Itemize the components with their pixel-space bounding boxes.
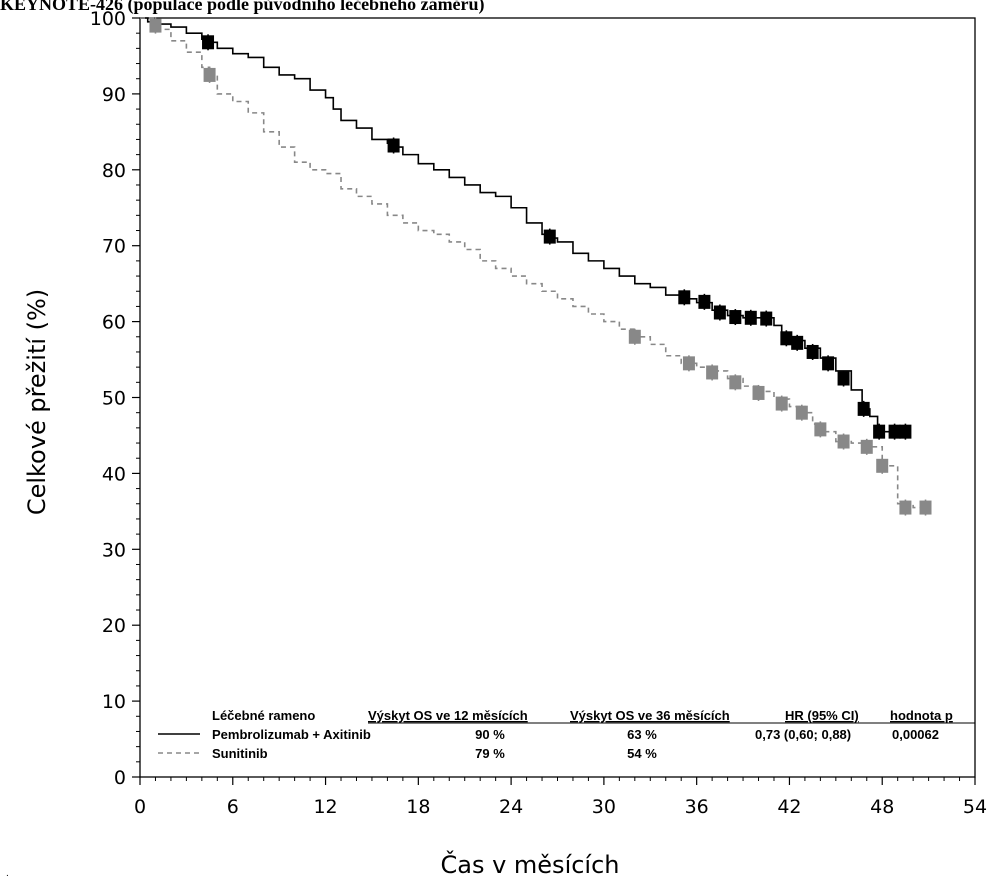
x-tick-label: 36 bbox=[685, 796, 709, 818]
legend-os12: 79 % bbox=[475, 746, 505, 761]
x-tick-label: 48 bbox=[870, 796, 894, 818]
censor-block bbox=[203, 67, 216, 82]
legend-row-label: Pembrolizumab + Axitinib bbox=[212, 727, 371, 742]
legend-row-label: Sunitinib bbox=[212, 746, 268, 761]
legend-table: Léčebné rameno Výskyt OS ve 12 měsících Vý… bbox=[158, 708, 975, 761]
censor-block bbox=[791, 335, 804, 350]
censor-block bbox=[729, 310, 742, 325]
x-tick-label: 0 bbox=[134, 796, 146, 818]
x-tick-label: 54 bbox=[963, 796, 987, 818]
censor-block bbox=[857, 401, 870, 416]
censor-marks bbox=[149, 17, 932, 516]
censor-block bbox=[682, 356, 695, 371]
censor-block bbox=[387, 138, 400, 153]
censor-block bbox=[795, 405, 808, 420]
y-tick-label: 50 bbox=[102, 388, 126, 410]
censor-block bbox=[706, 365, 719, 380]
x-tick-label: 30 bbox=[592, 796, 616, 818]
y-tick-label: 0 bbox=[114, 767, 126, 789]
x-tick-label: 24 bbox=[499, 796, 523, 818]
y-tick-label: 40 bbox=[102, 463, 126, 485]
censor-block bbox=[919, 500, 932, 515]
legend-os12: 90 % bbox=[475, 727, 505, 742]
censor-block bbox=[899, 500, 912, 515]
y-axis-title: Celkové přežití (%) bbox=[23, 289, 51, 515]
censor-block bbox=[860, 439, 873, 454]
censor-block bbox=[806, 344, 819, 359]
censor-block bbox=[775, 396, 788, 411]
y-tick-label: 20 bbox=[102, 615, 126, 637]
legend-os36: 54 % bbox=[627, 746, 657, 761]
legend-header: hodnota p bbox=[890, 708, 953, 723]
figure-title: KEYNOTE-426 (populace podle původního lé… bbox=[0, 0, 485, 14]
x-tick-label: 18 bbox=[406, 796, 430, 818]
censor-block bbox=[814, 422, 827, 437]
y-axis: 0 10 20 30 40 50 60 70 80 90 100 bbox=[90, 8, 140, 789]
y-tick-label: 90 bbox=[102, 84, 126, 106]
censor-block bbox=[543, 229, 556, 244]
x-axis-title: Čas v měsících bbox=[440, 849, 619, 879]
censor-block bbox=[780, 331, 793, 346]
censor-block bbox=[899, 424, 912, 439]
x-tick-label: 6 bbox=[227, 796, 239, 818]
y-tick-label: 70 bbox=[102, 236, 126, 258]
legend-header: Výskyt OS ve 12 měsících bbox=[368, 708, 528, 723]
censor-block bbox=[752, 385, 765, 400]
x-tick-label: 42 bbox=[777, 796, 801, 818]
censor-block bbox=[888, 424, 901, 439]
censor-block bbox=[837, 434, 850, 449]
legend-header: Léčebné rameno bbox=[212, 708, 315, 723]
x-tick-label: 12 bbox=[313, 796, 337, 818]
legend-header: HR (95% CI) bbox=[785, 708, 859, 723]
y-tick-label: 30 bbox=[102, 539, 126, 561]
legend-p: 0,00062 bbox=[892, 727, 939, 742]
censor-block bbox=[628, 329, 641, 344]
survival-curves bbox=[140, 17, 929, 509]
censor-block bbox=[698, 294, 711, 309]
sunitinib-curve bbox=[140, 17, 929, 509]
censor-block bbox=[876, 458, 889, 473]
plot-frame bbox=[139, 17, 976, 778]
legend-os36: 63 % bbox=[627, 727, 657, 742]
plot-border bbox=[139, 17, 976, 778]
legend-hr: 0,73 (0,60; 0,88) bbox=[755, 727, 851, 742]
censor-block bbox=[760, 311, 773, 326]
censor-block bbox=[729, 375, 742, 390]
censor-block bbox=[873, 424, 886, 439]
pembrolizumab-axitinib-curve bbox=[140, 17, 906, 433]
censor-block bbox=[202, 35, 215, 50]
censor-block bbox=[837, 371, 850, 386]
censor-block bbox=[678, 290, 691, 305]
censor-block bbox=[713, 305, 726, 320]
censor-block bbox=[744, 310, 757, 325]
y-tick-label: 10 bbox=[102, 691, 126, 713]
y-tick-label: 100 bbox=[90, 8, 126, 30]
y-tick-label: 80 bbox=[102, 160, 126, 182]
censor-block bbox=[149, 18, 162, 33]
x-axis: 0 6 12 18 24 30 36 42 48 54 bbox=[134, 777, 987, 818]
legend-header: Výskyt OS ve 36 měsících bbox=[570, 708, 730, 723]
y-tick-label: 60 bbox=[102, 312, 126, 334]
censor-block bbox=[822, 356, 835, 371]
footnote-mark: . bbox=[6, 868, 9, 879]
